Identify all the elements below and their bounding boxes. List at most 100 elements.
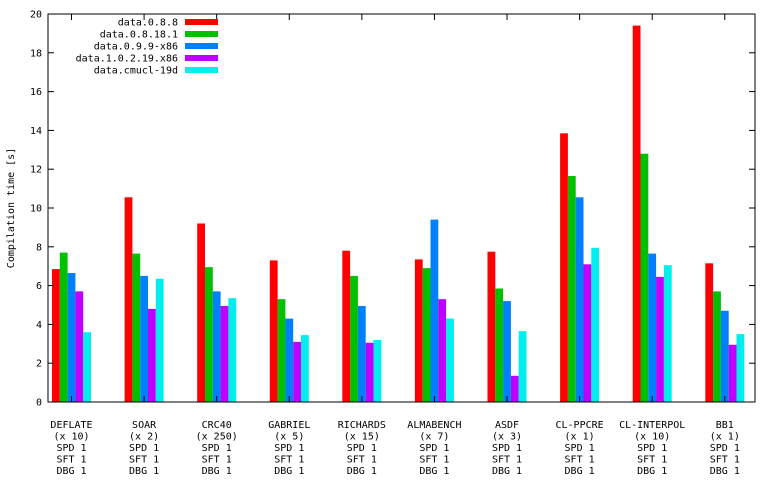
legend-swatch [185,55,218,61]
legend-swatch [185,31,218,37]
bar-crc40-2 [205,267,213,402]
bar-soar-1 [124,197,133,402]
bar-gabriel-2 [277,299,286,402]
bar-cl-interpol-5 [663,265,672,402]
x-tick-label: CL-PPCRE [556,420,604,431]
bar-crc40-4 [220,306,229,402]
x-multiplier-label: (x 1) [565,432,595,443]
bars [52,25,745,403]
x-sft-label: SFT 1 [274,455,304,466]
bar-almabench-2 [422,268,431,402]
bar-asdf-2 [495,288,504,402]
bar-cl-interpol-2 [640,153,649,402]
x-tick-label: DEFLATE [50,420,92,431]
x-dbg-label: DBG 1 [56,466,86,477]
legend-swatch [185,67,218,73]
x-spd-label: SPD 1 [419,443,449,454]
legend-label: data.1.0.2.19.x86 [76,54,178,65]
bar-cl-ppcre-5 [591,247,600,402]
bar-cl-ppcre-3 [575,197,584,402]
x-spd-label: SPD 1 [274,443,304,454]
bar-deflate-1 [52,269,60,402]
bar-deflate-5 [83,332,91,402]
x-sft-label: SFT 1 [347,455,377,466]
bar-asdf-4 [510,375,519,402]
bar-richards-5 [373,339,382,402]
bar-deflate-2 [59,252,68,402]
legend-swatch [185,43,218,49]
bar-crc40-3 [212,291,221,402]
bar-gabriel-5 [301,335,309,402]
y-tick-label: 0 [36,398,42,409]
x-sft-label: SFT 1 [56,455,86,466]
bar-cl-interpol-3 [648,253,657,402]
x-multiplier-label: (x 10) [53,432,89,443]
x-multiplier-label: (x 5) [274,432,304,443]
x-dbg-label: DBG 1 [419,466,449,477]
bar-richards-1 [342,250,351,402]
x-dbg-label: DBG 1 [202,466,232,477]
bar-gabriel-4 [293,341,301,402]
x-tick-label: CRC40 [202,420,232,431]
x-dbg-label: DBG 1 [565,466,595,477]
y-tick-label: 6 [36,281,42,292]
bar-crc40-5 [228,298,237,402]
x-dbg-label: DBG 1 [710,466,740,477]
x-multiplier-label: (x 3) [492,432,522,443]
bar-soar-4 [148,308,156,402]
x-multiplier-label: (x 7) [419,432,449,443]
y-tick-label: 16 [30,87,42,98]
bar-deflate-3 [67,273,76,402]
x-spd-label: SPD 1 [637,443,667,454]
x-sft-label: SFT 1 [129,455,159,466]
x-tick-label: RICHARDS [338,420,386,431]
x-tick-label: BB1 [716,420,734,431]
y-axis-label: Compilation time [s] [6,148,17,268]
x-dbg-label: DBG 1 [492,466,522,477]
x-sft-label: SFT 1 [492,455,522,466]
bar-gabriel-1 [269,260,278,402]
x-spd-label: SPD 1 [129,443,159,454]
x-multiplier-label: (x 1) [710,432,740,443]
bar-gabriel-3 [285,318,294,402]
x-spd-label: SPD 1 [492,443,522,454]
bar-asdf-5 [518,331,527,402]
x-spd-label: SPD 1 [565,443,595,454]
legend-label: data.0.8.18.1 [100,30,178,41]
bar-bb1-3 [720,310,729,402]
legend-swatch [185,19,218,25]
y-ticks: 0 2 4 6 8 10 12 14 16 18 20 [30,10,755,409]
bar-asdf-1 [487,251,496,402]
y-tick-label: 8 [36,242,42,253]
bar-almabench-3 [430,219,439,402]
y-tick-label: 18 [30,48,42,59]
x-dbg-label: DBG 1 [274,466,304,477]
bar-cl-ppcre-4 [583,264,592,402]
x-tick-label: ASDF [495,420,519,431]
bar-richards-2 [350,275,358,402]
x-tick-label: GABRIEL [268,420,310,431]
bar-soar-2 [132,253,141,402]
y-tick-label: 10 [30,204,42,215]
y-tick-label: 12 [30,165,42,176]
x-tick-label: CL-INTERPOL [619,420,685,431]
x-dbg-label: DBG 1 [637,466,667,477]
x-sft-label: SFT 1 [637,455,667,466]
x-multiplier-label: (x 250) [196,432,238,443]
x-multiplier-label: (x 10) [634,432,670,443]
bar-cl-ppcre-1 [560,133,568,403]
x-dbg-label: DBG 1 [347,466,377,477]
bar-bb1-2 [713,291,721,402]
bar-bb1-4 [728,344,737,402]
bar-cl-interpol-4 [656,276,664,402]
x-tick-label: SOAR [132,420,157,431]
bar-almabench-1 [414,259,423,402]
x-sft-label: SFT 1 [419,455,449,466]
bar-crc40-1 [197,223,205,402]
bar-cl-ppcre-2 [567,176,576,402]
x-sft-label: SFT 1 [710,455,740,466]
y-tick-label: 2 [36,359,42,370]
bar-bb1-5 [736,334,745,402]
y-tick-label: 14 [30,126,42,137]
